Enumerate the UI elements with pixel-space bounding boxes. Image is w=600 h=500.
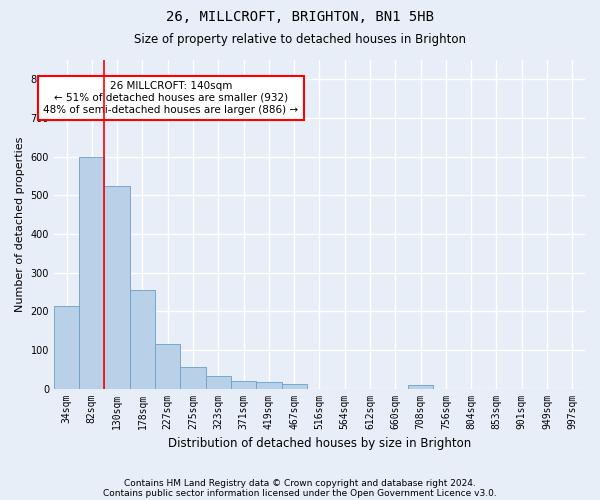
Text: 26 MILLCROFT: 140sqm
← 51% of detached houses are smaller (932)
48% of semi-deta: 26 MILLCROFT: 140sqm ← 51% of detached h… bbox=[43, 82, 298, 114]
Bar bbox=[54, 306, 79, 388]
Y-axis label: Number of detached properties: Number of detached properties bbox=[15, 136, 25, 312]
X-axis label: Distribution of detached houses by size in Brighton: Distribution of detached houses by size … bbox=[168, 437, 471, 450]
Bar bbox=[181, 366, 206, 388]
Bar bbox=[256, 382, 281, 388]
Bar bbox=[130, 290, 155, 388]
Bar bbox=[155, 344, 181, 389]
Text: Contains HM Land Registry data © Crown copyright and database right 2024.: Contains HM Land Registry data © Crown c… bbox=[124, 478, 476, 488]
Text: 26, MILLCROFT, BRIGHTON, BN1 5HB: 26, MILLCROFT, BRIGHTON, BN1 5HB bbox=[166, 10, 434, 24]
Bar bbox=[231, 381, 256, 388]
Text: Size of property relative to detached houses in Brighton: Size of property relative to detached ho… bbox=[134, 32, 466, 46]
Bar bbox=[104, 186, 130, 388]
Bar bbox=[408, 386, 433, 388]
Text: Contains public sector information licensed under the Open Government Licence v3: Contains public sector information licen… bbox=[103, 490, 497, 498]
Bar bbox=[79, 156, 104, 388]
Bar bbox=[281, 384, 307, 388]
Bar bbox=[206, 376, 231, 388]
